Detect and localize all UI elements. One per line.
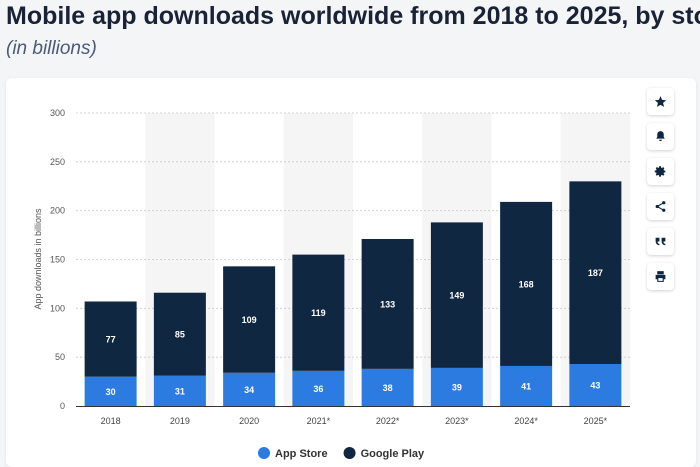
data-label: 168 [519, 279, 534, 289]
bar-google-play[interactable] [84, 301, 137, 377]
legend-marker [343, 447, 356, 459]
x-tick-label: 2023* [445, 416, 469, 426]
data-label: 34 [244, 385, 254, 395]
y-axis-label: App downloads in billions [33, 208, 43, 310]
data-label: 43 [590, 381, 600, 391]
bar-google-play[interactable] [292, 254, 345, 371]
y-tick-label: 300 [50, 108, 65, 118]
settings-button[interactable] [647, 158, 674, 185]
data-label: 149 [449, 291, 464, 301]
bar-app-store[interactable] [500, 365, 553, 406]
bar-google-play[interactable] [569, 181, 622, 365]
y-tick-label: 150 [50, 255, 65, 265]
data-label: 133 [380, 299, 395, 309]
bar-app-store[interactable] [292, 370, 345, 406]
bar-google-play[interactable] [223, 266, 276, 373]
legend-marker [258, 447, 270, 459]
bar-app-store[interactable] [569, 364, 622, 406]
star-icon [654, 96, 667, 107]
print-icon [655, 271, 666, 282]
bar-app-store[interactable] [153, 375, 206, 406]
legend-label[interactable]: App Store [275, 448, 328, 460]
y-tick-label: 250 [50, 157, 65, 167]
x-tick-label: 2022* [376, 416, 400, 426]
legend: App Store Google Play [258, 447, 425, 460]
data-label: 30 [106, 387, 116, 397]
print-button[interactable] [647, 263, 674, 290]
bar-google-play[interactable] [361, 238, 414, 369]
bar-app-store[interactable] [84, 376, 137, 406]
y-tick-label: 200 [50, 206, 65, 216]
data-label: 77 [106, 335, 116, 345]
share-button[interactable] [647, 193, 674, 220]
data-label: 41 [521, 381, 531, 391]
x-tick-label: 2020 [239, 416, 259, 426]
page-subtitle: (in billions) [6, 38, 97, 59]
share-icon [655, 201, 666, 212]
y-tick-label: 50 [55, 352, 65, 362]
data-label: 109 [242, 315, 257, 325]
x-tick-label: 2025* [584, 416, 608, 426]
page-title: Mobile app downloads worldwide from 2018… [6, 2, 700, 30]
y-tick-label: 0 [60, 401, 65, 411]
x-axis-ticks: 2018 2019 2020 2021* 2022* 2023* 2024* 2025* [101, 416, 608, 426]
data-label: 85 [175, 330, 185, 340]
data-label: 39 [452, 382, 462, 392]
x-tick-label: 2021* [307, 416, 331, 426]
x-tick-label: 2024* [514, 416, 538, 426]
bar-app-store[interactable] [223, 372, 276, 406]
notification-button[interactable] [647, 123, 674, 150]
data-label: 36 [313, 384, 323, 394]
bar-google-play[interactable] [153, 292, 206, 376]
favorite-button[interactable] [647, 88, 674, 115]
bar-google-play[interactable] [500, 201, 553, 366]
chart-toolbar [647, 88, 674, 290]
bar-google-play[interactable] [430, 222, 483, 368]
x-tick-label: 2019 [170, 416, 190, 426]
x-tick-label: 2018 [101, 416, 121, 426]
y-tick-label: 100 [50, 303, 65, 313]
data-label: 31 [175, 386, 185, 396]
data-label: 119 [311, 308, 326, 318]
data-label: 38 [383, 383, 393, 393]
bars: 30 77 31 85 34 109 36 119 38 133 39 149 41 168 43 187 [84, 181, 622, 406]
bar-app-store[interactable] [361, 368, 414, 406]
bar-app-store[interactable] [430, 367, 483, 406]
quote-icon [655, 237, 666, 246]
cite-button[interactable] [647, 228, 674, 255]
legend-label[interactable]: Google Play [361, 448, 425, 460]
data-label: 187 [588, 268, 603, 278]
y-axis-ticks: 0 50 100 150 200 250 300 [50, 108, 65, 411]
gear-icon [654, 166, 666, 177]
bell-icon [656, 131, 665, 142]
